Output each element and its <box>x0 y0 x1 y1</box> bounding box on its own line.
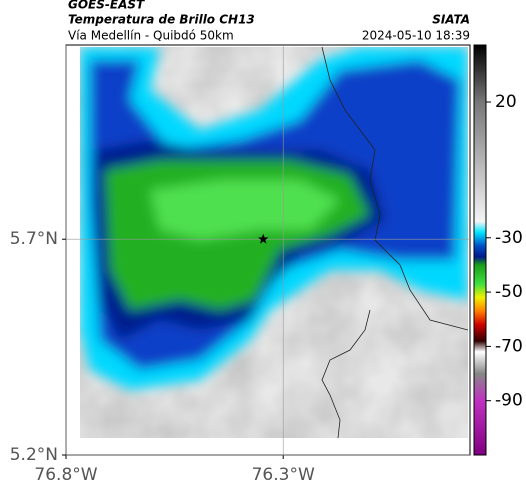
borders <box>321 46 469 439</box>
y-tick-label: 5.2°N <box>10 445 58 465</box>
location-marker <box>258 233 269 244</box>
colorbar-tick-label: -50 <box>495 282 523 302</box>
subtitle: Temperatura de Brillo CH13 <box>68 13 255 27</box>
colorbar <box>473 44 487 456</box>
colorbar-tick-label: -90 <box>495 391 523 411</box>
route: Vía Medellín - Quibdó 50km <box>68 29 234 43</box>
colorbar-tick-label: -30 <box>495 228 523 248</box>
source: SIATA <box>432 13 470 27</box>
y-tick-label: 5.7°N <box>10 229 58 249</box>
colorbar-tick-label: -70 <box>495 336 523 356</box>
x-tick-label: 76.8°W <box>34 465 97 485</box>
title: GOES-EAST <box>68 0 145 12</box>
x-tick-label: 76.3°W <box>252 465 315 485</box>
timestamp: 2024-05-10 18:39 <box>362 29 470 43</box>
colorbar-tick-label: 20 <box>495 92 517 112</box>
brightness-field <box>80 47 468 438</box>
